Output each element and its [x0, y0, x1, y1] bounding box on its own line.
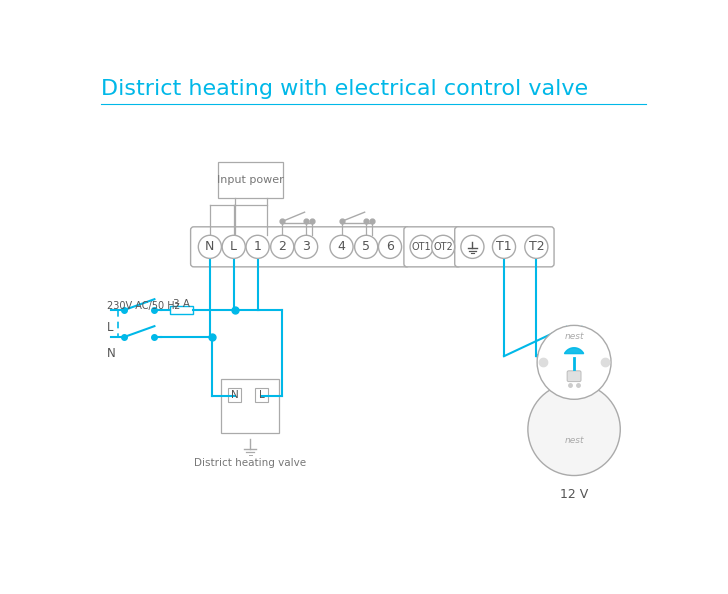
- FancyBboxPatch shape: [404, 227, 461, 267]
- Circle shape: [432, 235, 455, 258]
- Text: 12 V: 12 V: [560, 488, 588, 501]
- Text: District heating with electrical control valve: District heating with electrical control…: [100, 79, 587, 99]
- Circle shape: [525, 235, 548, 258]
- Circle shape: [295, 235, 317, 258]
- Text: 230V AC/50 Hz: 230V AC/50 Hz: [107, 301, 179, 311]
- Circle shape: [355, 235, 378, 258]
- Text: District heating valve: District heating valve: [194, 458, 306, 468]
- Circle shape: [492, 235, 515, 258]
- Text: OT1: OT1: [412, 242, 432, 252]
- Text: Input power: Input power: [217, 175, 284, 185]
- Text: 3 A: 3 A: [173, 299, 190, 309]
- Text: T2: T2: [529, 241, 544, 253]
- Text: 4: 4: [338, 241, 346, 253]
- Text: L: L: [230, 241, 237, 253]
- FancyBboxPatch shape: [218, 162, 283, 198]
- Text: N: N: [231, 390, 238, 400]
- Circle shape: [271, 235, 294, 258]
- Circle shape: [528, 383, 620, 476]
- Text: nest: nest: [564, 437, 584, 446]
- Text: N: N: [205, 241, 215, 253]
- Circle shape: [410, 235, 433, 258]
- Text: T1: T1: [496, 241, 512, 253]
- Circle shape: [379, 235, 402, 258]
- Text: 3: 3: [302, 241, 310, 253]
- FancyBboxPatch shape: [455, 227, 554, 267]
- Circle shape: [246, 235, 269, 258]
- Text: L: L: [107, 321, 113, 334]
- Circle shape: [222, 235, 245, 258]
- FancyBboxPatch shape: [567, 371, 581, 381]
- FancyBboxPatch shape: [221, 380, 279, 433]
- Circle shape: [198, 235, 221, 258]
- Text: L: L: [258, 390, 264, 400]
- Circle shape: [330, 235, 353, 258]
- FancyBboxPatch shape: [228, 388, 242, 402]
- FancyBboxPatch shape: [255, 388, 269, 402]
- FancyBboxPatch shape: [191, 227, 409, 267]
- Text: 6: 6: [386, 241, 394, 253]
- Text: OT2: OT2: [433, 242, 453, 252]
- Text: 1: 1: [253, 241, 261, 253]
- Polygon shape: [564, 347, 584, 353]
- Text: nest: nest: [564, 331, 584, 341]
- Text: 2: 2: [278, 241, 286, 253]
- Circle shape: [537, 326, 611, 399]
- Text: N: N: [107, 347, 116, 360]
- Circle shape: [461, 235, 484, 258]
- FancyBboxPatch shape: [170, 306, 193, 314]
- Text: 5: 5: [362, 241, 370, 253]
